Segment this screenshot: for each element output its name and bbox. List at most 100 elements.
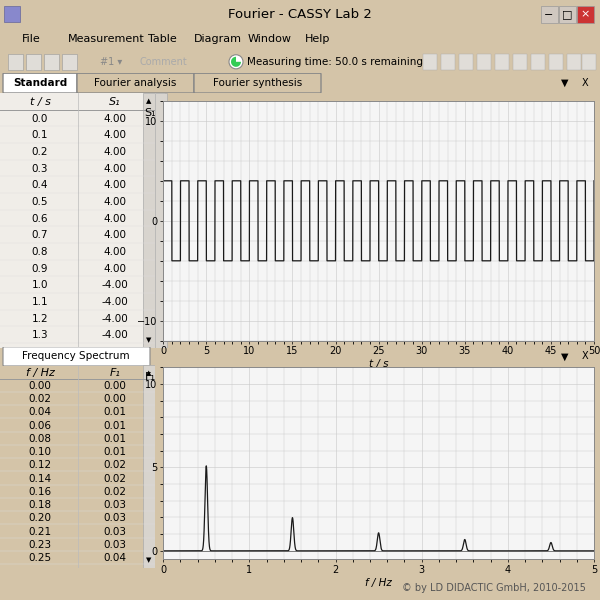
Bar [577, 6, 594, 23]
Text: 0.02: 0.02 [103, 487, 127, 497]
Text: 4.00: 4.00 [103, 197, 127, 207]
Text: 0.14: 0.14 [28, 474, 52, 484]
Text: f / Hz: f / Hz [26, 368, 55, 377]
Text: 4.00: 4.00 [103, 164, 127, 174]
Text: Frequency Spectrum: Frequency Spectrum [22, 352, 130, 361]
Text: 0.1: 0.1 [32, 130, 48, 140]
Text: Comment: Comment [140, 57, 188, 67]
Text: 4.00: 4.00 [103, 230, 127, 241]
Bar [541, 6, 558, 23]
Text: 4.00: 4.00 [103, 264, 127, 274]
Text: 0.9: 0.9 [32, 264, 48, 274]
Text: ▼: ▼ [561, 78, 569, 88]
Text: 4.00: 4.00 [103, 247, 127, 257]
Text: 0.03: 0.03 [103, 527, 127, 537]
Text: Standard: Standard [13, 78, 67, 88]
Text: © by LD DIDACTIC GmbH, 2010-2015: © by LD DIDACTIC GmbH, 2010-2015 [402, 583, 586, 593]
Bar [513, 54, 527, 70]
Y-axis label: F₁: F₁ [145, 372, 156, 382]
Bar [549, 54, 563, 70]
Wedge shape [231, 57, 241, 67]
Text: 0.01: 0.01 [103, 434, 127, 444]
Text: 0.02: 0.02 [28, 394, 52, 404]
Text: F₁: F₁ [109, 368, 120, 377]
Bar [4, 6, 20, 22]
Text: 4.00: 4.00 [103, 181, 127, 191]
Text: Fourier - CASSY Lab 2: Fourier - CASSY Lab 2 [228, 8, 372, 20]
Y-axis label: S₁: S₁ [145, 108, 156, 118]
Text: Window: Window [248, 34, 292, 44]
Text: 4.00: 4.00 [103, 147, 127, 157]
Text: -4.00: -4.00 [101, 280, 128, 290]
Bar [62, 54, 77, 70]
Text: ▼: ▼ [561, 352, 569, 361]
Text: 0.5: 0.5 [32, 197, 48, 207]
Bar [459, 54, 473, 70]
FancyBboxPatch shape [3, 347, 150, 366]
Text: −: − [544, 10, 554, 20]
Text: 0.20: 0.20 [28, 514, 52, 523]
Bar [423, 54, 437, 70]
Text: 0.00: 0.00 [29, 381, 52, 391]
Text: 0.8: 0.8 [32, 247, 48, 257]
Text: 0.6: 0.6 [32, 214, 48, 224]
Text: 0.00: 0.00 [103, 381, 126, 391]
Text: 0.03: 0.03 [103, 514, 127, 523]
Text: 4.00: 4.00 [103, 214, 127, 224]
Text: 1.1: 1.1 [32, 297, 48, 307]
Text: 0.12: 0.12 [28, 460, 52, 470]
Text: #1 ▾: #1 ▾ [100, 57, 122, 67]
Bar [582, 54, 596, 70]
Text: 0.06: 0.06 [28, 421, 52, 431]
Circle shape [229, 55, 243, 69]
Text: 0.00: 0.00 [103, 394, 126, 404]
Text: -4.00: -4.00 [101, 297, 128, 307]
Text: 0.3: 0.3 [32, 164, 48, 174]
Text: Diagram: Diagram [194, 34, 242, 44]
Text: ▲: ▲ [146, 98, 151, 104]
Text: S₁: S₁ [109, 97, 121, 107]
Text: X: X [581, 352, 589, 361]
Text: ▼: ▼ [146, 557, 151, 563]
Bar [8, 54, 23, 70]
Bar [567, 54, 581, 70]
FancyBboxPatch shape [77, 73, 194, 93]
Text: Help: Help [305, 34, 331, 44]
Text: 0.0: 0.0 [32, 114, 48, 124]
Text: 0.21: 0.21 [28, 527, 52, 537]
Text: File: File [22, 34, 41, 44]
Text: 1.0: 1.0 [32, 280, 48, 290]
Bar [143, 93, 155, 348]
Text: 0.25: 0.25 [28, 553, 52, 563]
Text: 0.4: 0.4 [32, 181, 48, 191]
Bar [495, 54, 509, 70]
Text: 1.2: 1.2 [32, 314, 48, 324]
Text: 1.3: 1.3 [32, 331, 48, 340]
Bar [155, 93, 167, 348]
Text: □: □ [562, 10, 572, 20]
Text: 0.04: 0.04 [103, 553, 127, 563]
Text: Table: Table [148, 34, 177, 44]
Bar [143, 365, 155, 568]
Text: Fourier synthesis: Fourier synthesis [213, 78, 302, 88]
Text: Fourier analysis: Fourier analysis [94, 78, 176, 88]
Bar [44, 54, 59, 70]
X-axis label: f / Hz: f / Hz [365, 578, 392, 587]
Text: 0.03: 0.03 [103, 540, 127, 550]
Bar [531, 54, 545, 70]
Text: 0.02: 0.02 [103, 474, 127, 484]
Text: 0.2: 0.2 [32, 147, 48, 157]
Text: Measuring time: 50.0 s remaining: Measuring time: 50.0 s remaining [247, 57, 423, 67]
Bar [477, 54, 491, 70]
Text: 0.01: 0.01 [103, 421, 127, 431]
Text: 0.10: 0.10 [28, 447, 52, 457]
Text: 0.04: 0.04 [28, 407, 52, 418]
Text: 4.00: 4.00 [103, 114, 127, 124]
Text: 4.00: 4.00 [103, 130, 127, 140]
Text: -4.00: -4.00 [101, 314, 128, 324]
Text: ▲: ▲ [146, 370, 151, 376]
Text: -4.00: -4.00 [101, 331, 128, 340]
X-axis label: t / s: t / s [369, 359, 388, 369]
Text: ▼: ▼ [146, 337, 151, 343]
FancyBboxPatch shape [3, 73, 77, 93]
